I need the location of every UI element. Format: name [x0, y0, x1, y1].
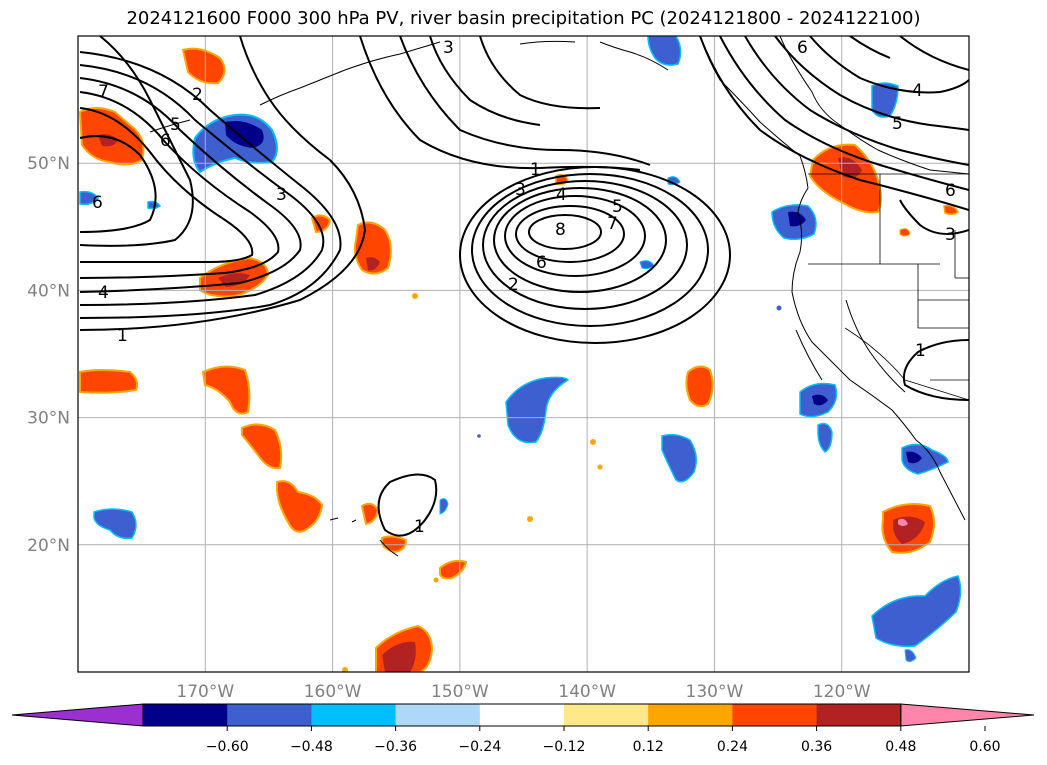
colorbar-outline	[142, 703, 902, 727]
colorbar-bin	[395, 704, 481, 726]
colorbar-tick-label: 0.48	[885, 739, 916, 755]
map-title: 2024121600 F000 300 hPa PV, river basin …	[126, 8, 921, 29]
colorbar-bin	[816, 704, 902, 726]
longitude-labels: 170°W 160°W 150°W 140°W 130°W 120°W	[176, 682, 870, 702]
contour-label: 1	[530, 160, 541, 180]
colorbar-extend-max	[900, 703, 1035, 727]
longitude-tick-label: 170°W	[176, 682, 234, 702]
latitude-tick-label: 30°N	[27, 409, 70, 429]
positive-precip-regions	[78, 47, 959, 672]
longitude-tick-label: 160°W	[304, 682, 362, 702]
contour-label: 4	[912, 81, 923, 101]
latitude-labels: 50°N 40°N 30°N 20°N	[27, 154, 70, 556]
latitude-tick-label: 40°N	[27, 281, 70, 301]
negative-precip-regions	[79, 36, 962, 663]
colorbar-tick-label: −0.24	[458, 739, 501, 755]
contour-label: 4	[98, 283, 109, 303]
contour-label: 3	[443, 38, 454, 58]
colorbar-extend-min	[11, 703, 144, 727]
colorbar-bin	[648, 704, 733, 726]
contour-label: 6	[797, 38, 808, 58]
colorbar-bin	[564, 704, 649, 726]
contour-label: 5	[612, 197, 623, 217]
colorbar-tick-label: −0.12	[543, 739, 586, 755]
contour-label: 2	[192, 85, 203, 105]
pv-contours	[79, 36, 969, 537]
contour-label: 6	[536, 253, 547, 273]
colorbar-tick-label: 0.24	[717, 739, 748, 755]
colorbar-bin	[732, 704, 818, 726]
colorbar-bin	[311, 704, 397, 726]
contour-label: 3	[945, 225, 956, 245]
coastlines	[149, 36, 969, 557]
colorbar-tick-label: 0.36	[801, 739, 832, 755]
contour-label: 7	[98, 82, 109, 102]
contour-label: 6	[92, 193, 103, 213]
contour-label: 2	[508, 275, 519, 295]
colorbar: −0.60 −0.48 −0.36 −0.24 −0.12 0.12 0.24 0.36 0.4…	[11, 703, 1035, 755]
contour-label: 1	[915, 341, 926, 361]
colorbar-bin	[227, 704, 312, 726]
colorbar-bin	[479, 704, 565, 726]
contour-label: 8	[555, 220, 566, 240]
longitude-tick-label: 130°W	[686, 682, 744, 702]
contour-label: 3	[515, 180, 526, 200]
latitude-tick-label: 20°N	[27, 536, 70, 556]
contour-label: 6	[945, 181, 956, 201]
contour-label: 5	[170, 115, 181, 135]
contour-label: 6	[160, 131, 171, 151]
colorbar-tick-label: −0.48	[290, 739, 333, 755]
colorbar-tick-label: −0.36	[374, 739, 417, 755]
colorbar-tick-label: −0.60	[206, 739, 249, 755]
contour-label: 4	[556, 185, 567, 205]
colorbar-bin	[143, 704, 228, 726]
contour-label: 7	[607, 214, 618, 234]
contour-label: 3	[276, 185, 287, 205]
contour-labels: 7 2 5 6 6 3 4 1 3 1 3 4 5 8 7 6 2 6 4 5 …	[92, 38, 956, 537]
contour-label: 1	[414, 517, 425, 537]
longitude-tick-label: 120°W	[813, 682, 871, 702]
map-frame	[77, 35, 970, 673]
longitude-tick-label: 150°W	[431, 682, 489, 702]
gridlines	[78, 36, 969, 672]
colorbar-tick-label: 0.12	[633, 739, 664, 755]
colorbar-tick-label: 0.60	[969, 739, 1000, 755]
latitude-tick-label: 50°N	[27, 154, 70, 174]
contour-label: 5	[892, 114, 903, 134]
contour-label: 1	[117, 326, 128, 346]
longitude-tick-label: 140°W	[558, 682, 616, 702]
